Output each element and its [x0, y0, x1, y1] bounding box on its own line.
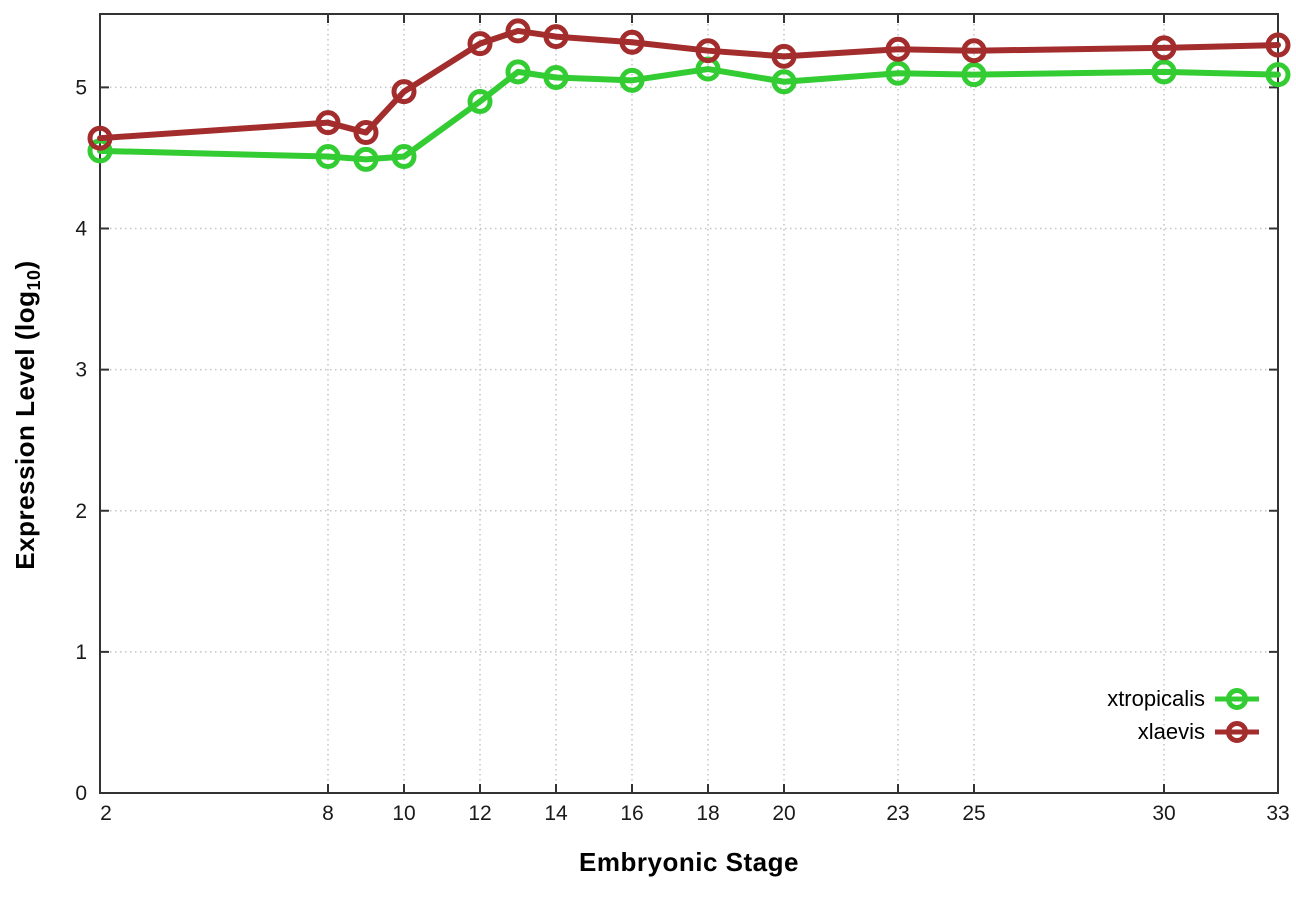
- series-line-xtropicalis: [97, 66, 1281, 163]
- data-point-xlaevis: [961, 38, 987, 64]
- plot-border: [99, 13, 1279, 794]
- data-point-xlaevis: [771, 43, 797, 69]
- data-point-xlaevis: [391, 79, 417, 105]
- legend: xtropicalis xlaevis: [1107, 683, 1260, 747]
- x-tick-label: 14: [544, 802, 568, 825]
- data-point-xtropicalis: [1151, 59, 1177, 85]
- series-line-xlaevis: [97, 27, 1281, 142]
- data-point-xtropicalis: [885, 60, 911, 86]
- legend-circle-sample: [1226, 720, 1248, 743]
- x-tick-label: 8: [322, 802, 334, 825]
- x-tick-label: 18: [696, 802, 719, 825]
- series-markers-xtropicalis: [87, 56, 1291, 172]
- y-tick-label: 2: [75, 500, 87, 523]
- data-point-xlaevis: [619, 29, 645, 55]
- line-point-marker-icon: [1215, 720, 1259, 743]
- axes: [99, 13, 1279, 794]
- data-point-xtropicalis: [505, 59, 531, 85]
- x-tick-label: 10: [392, 802, 415, 825]
- legend-label-xlaevis: xlaevis: [1137, 719, 1205, 744]
- data-point-xlaevis: [1151, 35, 1177, 61]
- x-tick-label: 33: [1266, 802, 1289, 825]
- x-tick-label: 25: [962, 802, 985, 825]
- data-point-xtropicalis: [771, 69, 797, 95]
- data-point-xtropicalis: [1265, 62, 1291, 88]
- data-point-xlaevis: [543, 24, 569, 50]
- y-axis-title-subscript: 10: [24, 269, 44, 291]
- data-point-xlaevis: [1265, 32, 1291, 58]
- series-markers-xlaevis: [87, 18, 1291, 151]
- data-point-xtropicalis: [315, 144, 341, 170]
- data-point-xlaevis: [505, 18, 531, 44]
- y-axis-title: Expression Level (log10): [10, 184, 54, 646]
- data-point-xtropicalis: [391, 144, 417, 170]
- y-tick-label: 3: [75, 359, 87, 382]
- y-tick-label: 5: [75, 76, 87, 99]
- data-point-xlaevis: [885, 36, 911, 62]
- x-axis-title: Embryonic Stage: [579, 847, 799, 877]
- legend-label-xtropicalis: xtropicalis: [1107, 686, 1205, 711]
- data-point-xtropicalis: [467, 88, 493, 114]
- series: [87, 18, 1291, 172]
- y-tick-label: 1: [75, 641, 87, 664]
- y-tick-label: 4: [75, 218, 87, 241]
- data-point-xtropicalis: [961, 62, 987, 88]
- x-tick-label: 30: [1152, 802, 1175, 825]
- data-point-xlaevis: [315, 110, 341, 136]
- data-point-xtropicalis: [543, 65, 569, 91]
- x-tick-label: 23: [886, 802, 909, 825]
- data-point-xlaevis: [695, 38, 721, 64]
- x-tick-label: 16: [620, 802, 643, 825]
- line-point-marker-icon: [1215, 687, 1259, 710]
- x-tick-label: 12: [468, 802, 491, 825]
- legend-circle-sample: [1226, 687, 1248, 710]
- data-point-xlaevis: [87, 125, 113, 151]
- data-point-xlaevis: [467, 31, 493, 57]
- y-axis-title-main: Expression Level (log: [10, 290, 40, 570]
- data-point-xtropicalis: [619, 67, 645, 93]
- legend-entry-xlaevis: xlaevis: [1138, 716, 1260, 747]
- y-tick-label: 0: [75, 782, 87, 805]
- legend-entry-xtropicalis: xtropicalis: [1107, 683, 1260, 714]
- gridlines: [100, 14, 1279, 793]
- data-point-xlaevis: [353, 120, 379, 146]
- data-point-xtropicalis: [353, 146, 379, 172]
- x-tick-label: 20: [772, 802, 795, 825]
- x-tick-label: 2: [100, 802, 112, 825]
